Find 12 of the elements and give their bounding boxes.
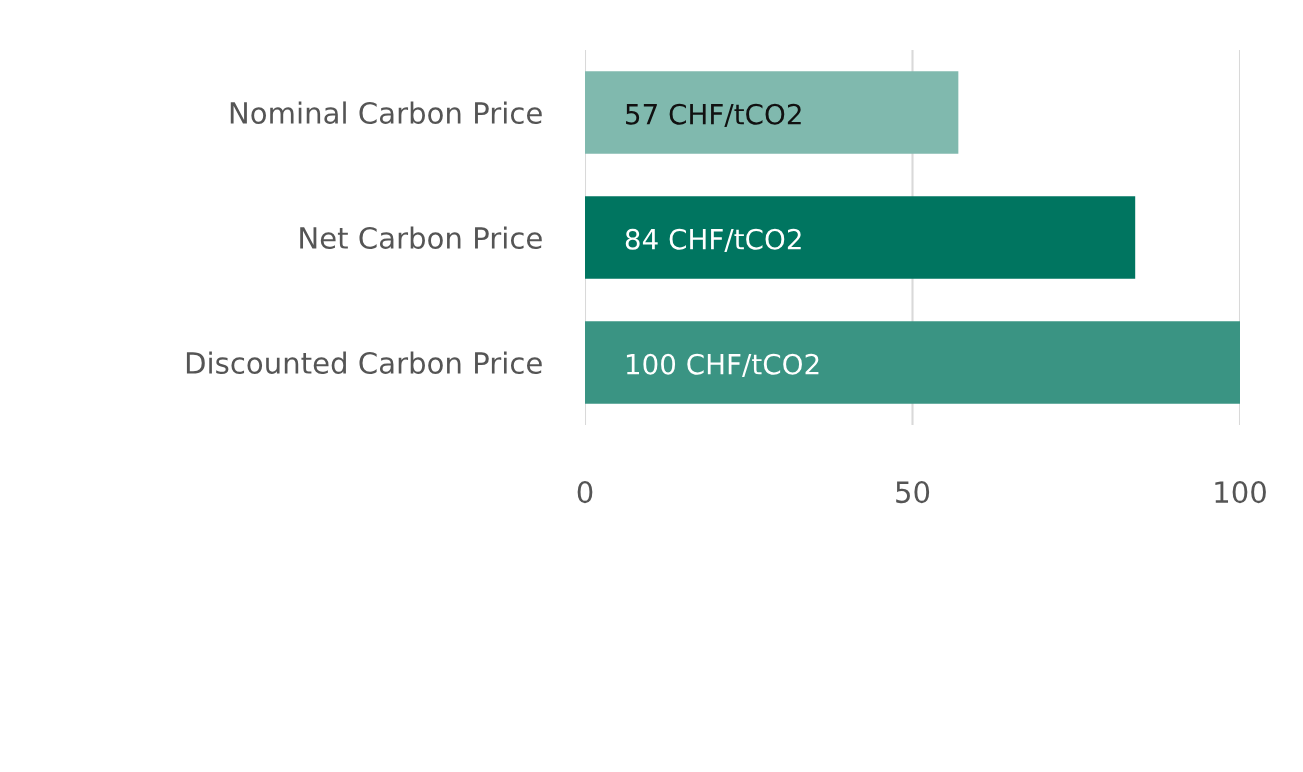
bar [585,196,1136,279]
x-tick-label: 0 [577,481,593,504]
y-tick-label: Nominal Carbon Price [230,101,542,124]
data-label: 100 CHF/tCO2 [626,353,819,377]
data-label: 57 CHF/tCO2 [626,103,801,127]
data-label: 84 CHF/tCO2 [625,228,801,252]
bar [585,71,959,154]
x-tick-label: 100 [1215,481,1266,504]
bar [585,321,1240,404]
y-tick-label: Discounted Carbon Price [186,351,542,374]
x-tick-label: 50 [896,481,930,504]
y-tick-label: Net Carbon Price [300,226,542,249]
